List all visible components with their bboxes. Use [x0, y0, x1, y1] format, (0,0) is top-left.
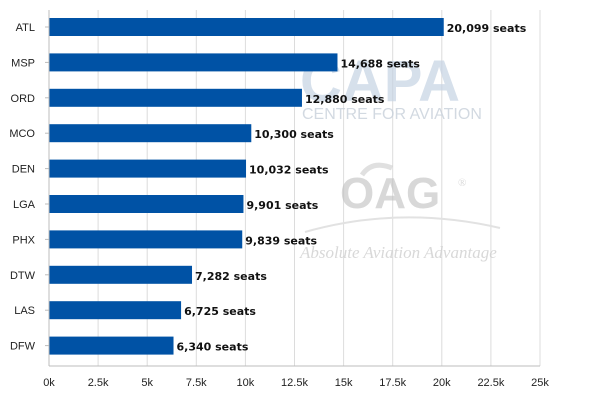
- bar: [49, 18, 444, 36]
- x-tick-label: 12.5k: [281, 377, 308, 389]
- x-tick-label: 17.5k: [379, 377, 406, 389]
- bar: [49, 230, 243, 249]
- data-label: 14,688 seats: [340, 57, 420, 70]
- category-label: LGA: [13, 199, 36, 211]
- x-tick-label: 15k: [335, 377, 353, 389]
- category-label: DFW: [10, 341, 36, 353]
- watermarks: CAPA CENTRE FOR AVIATION OAG ® Absolute …: [299, 49, 501, 262]
- x-tick-label: 2.5k: [88, 377, 109, 389]
- oag-watermark-subtitle: Absolute Aviation Advantage: [299, 243, 497, 262]
- capa-watermark-subtitle: CENTRE FOR AVIATION: [302, 106, 482, 123]
- category-label: PHX: [12, 234, 35, 246]
- bar: [49, 124, 252, 143]
- data-label: 20,099 seats: [447, 22, 527, 35]
- x-tick-label: 10k: [237, 377, 255, 389]
- data-label: 6,725 seats: [184, 305, 256, 318]
- data-label: 6,340 seats: [177, 341, 249, 354]
- data-label: 7,282 seats: [195, 270, 267, 283]
- data-label: 10,300 seats: [254, 128, 334, 141]
- category-label: MSP: [11, 57, 35, 69]
- data-label: 12,880 seats: [305, 93, 385, 106]
- category-label: MCO: [9, 128, 35, 140]
- oag-swoosh-icon: [359, 162, 393, 177]
- category-label: DEN: [12, 164, 35, 176]
- bar: [49, 88, 302, 107]
- x-tick-label: 7.5k: [186, 377, 207, 389]
- bar: [49, 301, 182, 320]
- data-label: 9,839 seats: [245, 234, 317, 247]
- data-labels: 20,099 seats 14,688 seats 12,880 seats 10,3…: [177, 22, 527, 354]
- x-tick-label: 25k: [531, 377, 549, 389]
- x-tick-label: 22.5k: [477, 377, 504, 389]
- category-label: ORD: [11, 93, 36, 105]
- bar: [49, 336, 174, 355]
- category-label: ATL: [16, 22, 35, 34]
- bar: [49, 53, 338, 72]
- bar: [49, 265, 193, 284]
- category-label: LAS: [14, 305, 35, 317]
- category-label: DTW: [10, 270, 36, 282]
- bar: [49, 159, 247, 178]
- bars: [49, 18, 444, 355]
- data-label: 9,901 seats: [246, 199, 318, 212]
- bar: [49, 195, 244, 213]
- oag-underline-swoosh: [304, 216, 501, 233]
- data-label: 10,032 seats: [249, 164, 329, 177]
- x-tick-label: 0k: [43, 377, 55, 389]
- x-tick-label: 20k: [433, 377, 451, 389]
- x-tick-label: 5k: [141, 377, 153, 389]
- oag-registered-mark: ®: [458, 177, 466, 189]
- axes: 0k 2.5k 5k 7.5k 10k 12.5k 15k 17.5k 20k 22.5k 25k A…: [9, 10, 549, 389]
- oag-watermark: OAG: [340, 169, 440, 218]
